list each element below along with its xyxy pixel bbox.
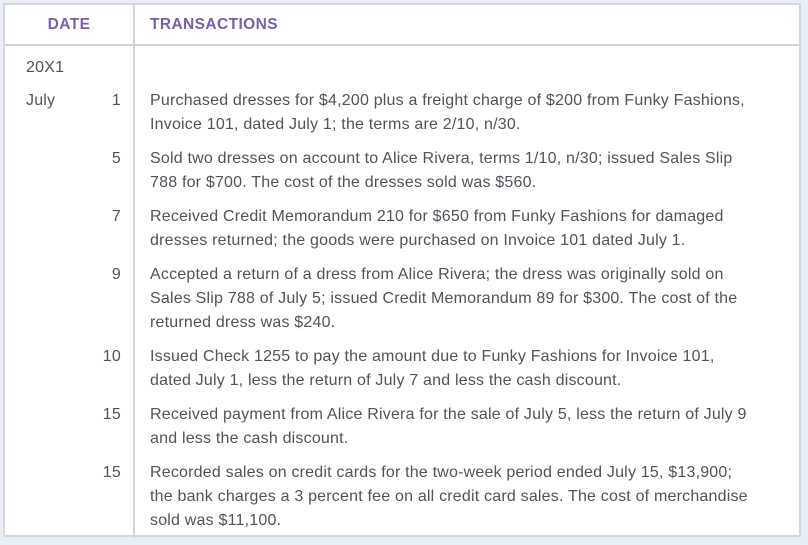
transaction-text: Sold two dresses on account to Alice Riv… [150, 150, 733, 191]
date-cell: 15 [5, 398, 135, 456]
transaction-row: 5 Sold two dresses on account to Alice R… [5, 142, 799, 200]
date-cell: 20X1 [5, 46, 135, 84]
day-label: 7 [111, 208, 121, 225]
day-label: 15 [102, 464, 121, 481]
transaction-row: 9 Accepted a return of a dress from Alic… [5, 258, 799, 340]
year-row: 20X1 [5, 46, 799, 84]
transaction-text [135, 46, 795, 84]
transaction-row: 7 Received Credit Memorandum 210 for $65… [5, 200, 799, 258]
year-label: 20X1 [26, 59, 65, 76]
transaction-row: 15 Received payment from Alice Rivera fo… [5, 398, 799, 456]
transaction-text: Received Credit Memorandum 210 for $650 … [150, 208, 724, 249]
date-column-header: DATE [5, 5, 135, 44]
table-header-row: DATE TRANSACTIONS [5, 5, 799, 46]
day-label: 9 [111, 266, 121, 283]
date-cell: 10 [5, 340, 135, 398]
transaction-text: Received payment from Alice Rivera for t… [150, 406, 747, 447]
day-label: 5 [111, 150, 121, 167]
transaction-text: Accepted a return of a dress from Alice … [150, 266, 738, 331]
date-cell: July 1 [5, 84, 135, 142]
transactions-table: DATE TRANSACTIONS 20X1 July 1 Purchased … [3, 3, 801, 538]
transaction-row: July 1 Purchased dresses for $4,200 plus… [5, 84, 799, 142]
date-cell: 5 [5, 142, 135, 200]
day-label: 1 [111, 92, 121, 109]
month-label: July [26, 92, 56, 109]
transactions-column-header: TRANSACTIONS [150, 16, 278, 33]
day-label: 15 [102, 406, 121, 423]
table-body: 20X1 July 1 Purchased dresses for $4,200… [5, 46, 799, 538]
date-cell: 7 [5, 200, 135, 258]
date-cell: 15 [5, 456, 135, 538]
day-label: 10 [102, 348, 121, 365]
date-cell: 9 [5, 258, 135, 340]
transaction-row: 10 Issued Check 1255 to pay the amount d… [5, 340, 799, 398]
transaction-text: Issued Check 1255 to pay the amount due … [150, 348, 715, 389]
transaction-text: Purchased dresses for $4,200 plus a frei… [150, 92, 745, 133]
transaction-row: 15 Recorded sales on credit cards for th… [5, 456, 799, 538]
transaction-text: Recorded sales on credit cards for the t… [150, 464, 748, 529]
